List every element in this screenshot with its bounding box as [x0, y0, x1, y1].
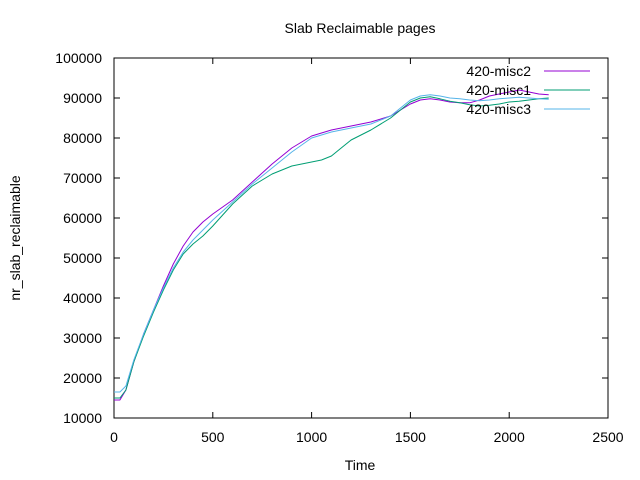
x-axis-label: Time [345, 457, 376, 473]
y-tick-label: 80000 [63, 130, 102, 146]
y-tick-label: 30000 [63, 330, 102, 346]
x-tick-label: 0 [110, 429, 118, 445]
y-tick-label: 100000 [55, 50, 102, 66]
y-tick-label: 10000 [63, 410, 102, 426]
series-line-420-misc2 [114, 89, 549, 401]
x-tick-label: 2500 [592, 429, 623, 445]
legend-label: 420-misc2 [466, 63, 531, 79]
y-tick-label: 50000 [63, 250, 102, 266]
y-tick-label: 90000 [63, 90, 102, 106]
series-line-420-misc1 [114, 96, 549, 399]
x-tick-label: 500 [201, 429, 225, 445]
x-axis: 0 500 1000 1500 2000 2500 [110, 58, 624, 445]
y-tick-label: 60000 [63, 210, 102, 226]
y-tick-label: 70000 [63, 170, 102, 186]
y-tick-label: 20000 [63, 370, 102, 386]
y-axis: 10000 20000 30000 40000 50000 60000 70000 80000… [55, 50, 608, 426]
x-tick-label: 1500 [395, 429, 426, 445]
series-line-420-misc3 [114, 94, 549, 393]
series-lines [114, 89, 549, 401]
chart-title: Slab Reclaimable pages [285, 20, 436, 36]
legend: 420-misc2 420-misc1 420-misc3 [466, 63, 590, 117]
x-tick-label: 1000 [296, 429, 327, 445]
legend-label: 420-misc1 [466, 82, 531, 98]
y-tick-label: 40000 [63, 290, 102, 306]
plot-area-frame [113, 57, 609, 419]
y-axis-label: nr_slab_reclaimable [7, 175, 23, 301]
legend-label: 420-misc3 [466, 101, 531, 117]
x-tick-label: 2000 [494, 429, 525, 445]
